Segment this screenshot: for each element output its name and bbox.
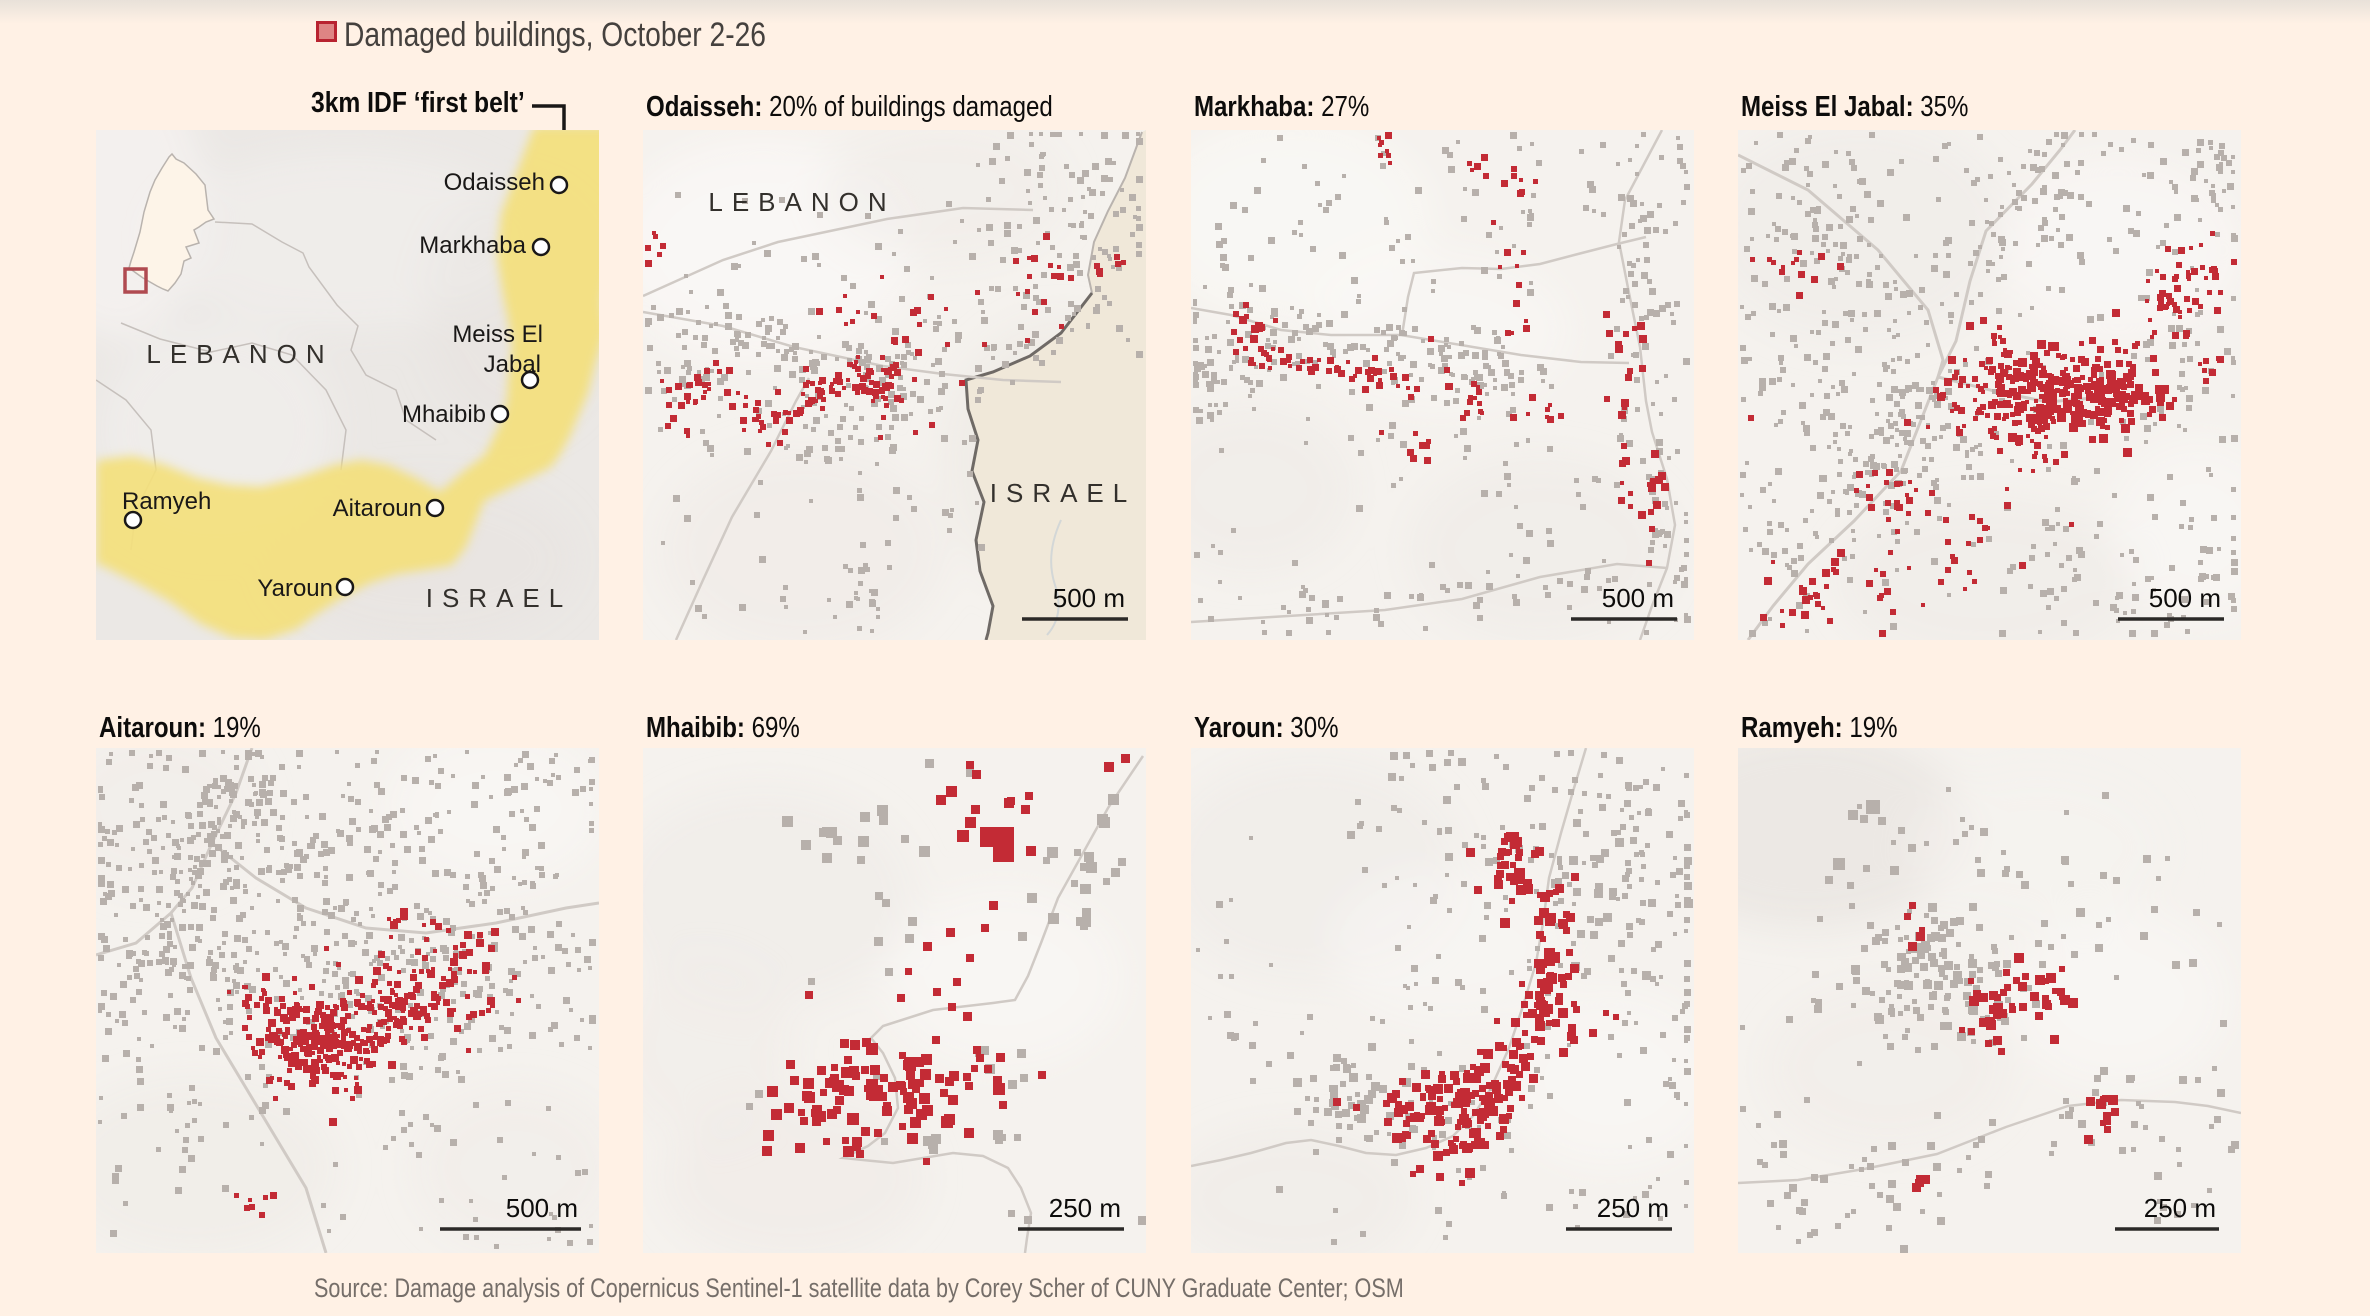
svg-text:Ramyeh: Ramyeh (122, 488, 211, 515)
svg-text:Mhaibib: Mhaibib (402, 401, 486, 428)
svg-text:500 m: 500 m (1602, 583, 1674, 613)
svg-text:ISRAEL: ISRAEL (426, 583, 573, 613)
svg-text:500 m: 500 m (506, 1193, 578, 1223)
svg-text:250 m: 250 m (1597, 1193, 1669, 1223)
svg-text:Markhaba: Markhaba (419, 232, 526, 259)
svg-text:Aitaroun: Aitaroun (333, 495, 422, 522)
svg-text:LEBANON: LEBANON (708, 187, 895, 217)
svg-text:Odaisseh: Odaisseh (444, 169, 545, 196)
svg-text:500 m: 500 m (2149, 583, 2221, 613)
svg-text:LEBANON: LEBANON (146, 339, 333, 369)
svg-text:250 m: 250 m (1049, 1193, 1121, 1223)
svg-text:500 m: 500 m (1053, 583, 1125, 613)
svg-text:Yaroun: Yaroun (257, 575, 333, 602)
svg-text:Meiss El: Meiss El (452, 321, 543, 348)
svg-text:250 m: 250 m (2144, 1193, 2216, 1223)
svg-text:ISRAEL: ISRAEL (990, 478, 1137, 508)
